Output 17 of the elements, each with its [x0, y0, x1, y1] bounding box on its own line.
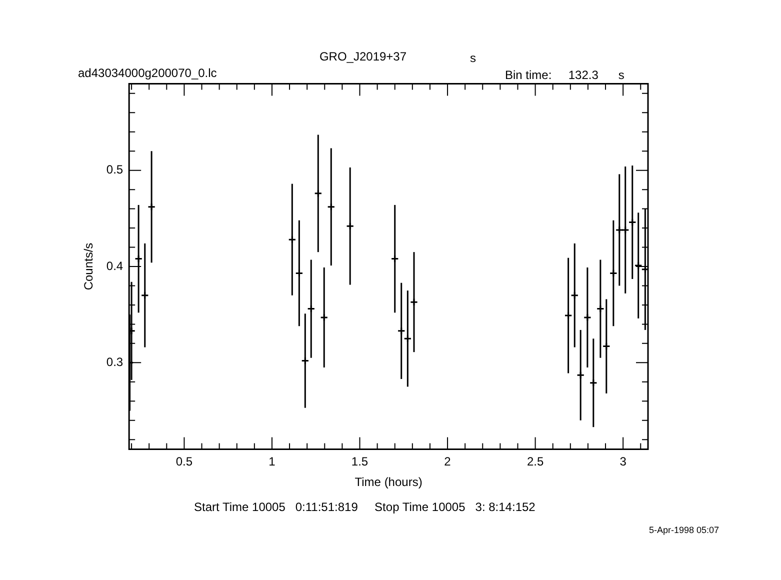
x-tick-label: 0.5 — [176, 454, 193, 469]
y-axis-title: Counts/s — [82, 242, 96, 290]
x-tick-label: 1 — [268, 454, 276, 469]
x-tick-label: 3 — [620, 454, 627, 469]
chart-title: GRO_J2019+37 — [319, 50, 407, 64]
chart-subtitle: ad43034000g200070_0.lc — [78, 66, 217, 80]
x-tick-label: 1.5 — [351, 454, 368, 469]
text: Start Time 10005 0:11:51:819 Stop Time 10005 3: 8:14:152 — [194, 500, 536, 514]
x-tick-label: 2.5 — [526, 454, 544, 469]
text: s — [470, 51, 476, 65]
y-tick-label: 0.5 — [106, 162, 124, 177]
text: 5-Apr-1998 05:07 — [649, 525, 720, 535]
text: Bin time: 132.3 s — [505, 68, 624, 82]
y-tick-label: 0.3 — [106, 354, 124, 369]
x-axis-title: Time (hours) — [354, 475, 422, 490]
x-tick-label: 2 — [444, 454, 452, 469]
y-tick-label: 0.4 — [106, 258, 124, 273]
